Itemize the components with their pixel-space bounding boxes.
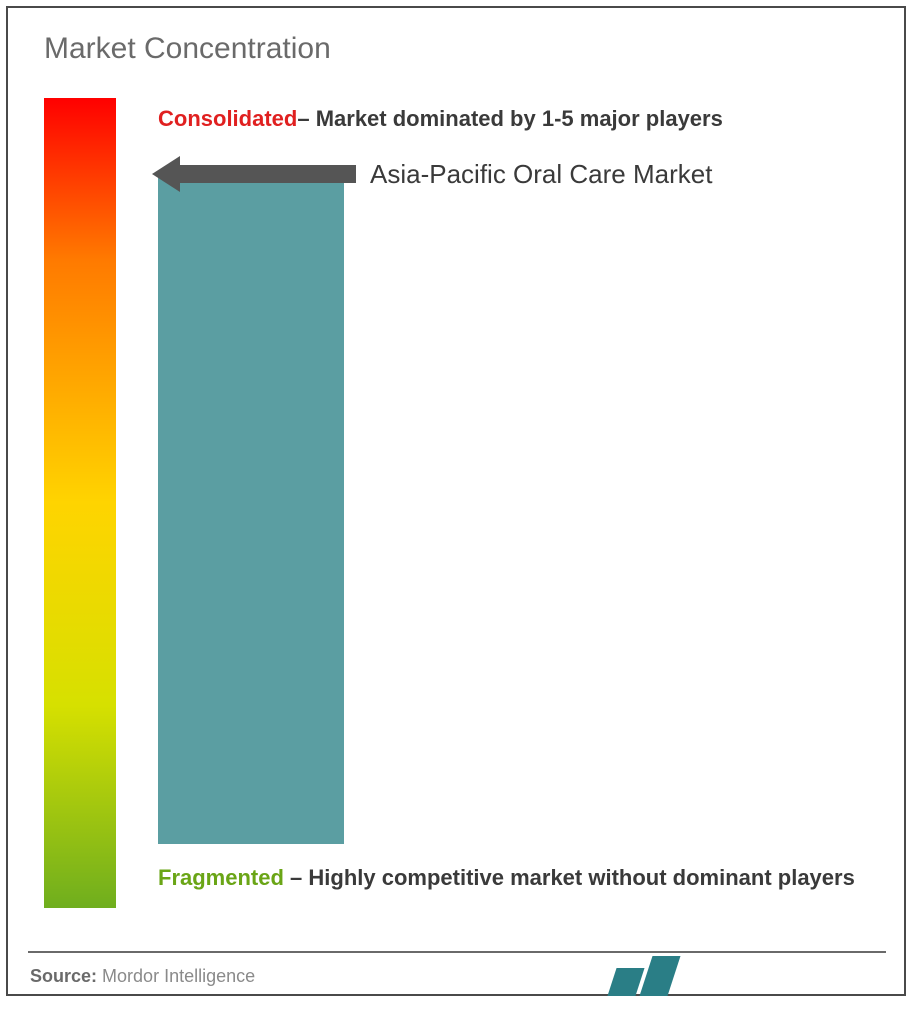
source-value: Mordor Intelligence <box>102 966 255 986</box>
chart-card: Market Concentration Consolidated– Marke… <box>6 6 906 996</box>
logo-shape-2 <box>640 956 681 996</box>
footer-divider <box>28 951 886 953</box>
source-attribution: Source: Mordor Intelligence <box>30 966 255 987</box>
concentration-gradient-bar <box>44 98 116 908</box>
consolidated-description: – Market dominated by 1-5 major players <box>297 106 723 131</box>
source-label: Source: <box>30 966 97 986</box>
fragmented-description: – Highly competitive market without domi… <box>284 865 855 890</box>
market-position-bar <box>158 174 344 844</box>
consolidated-label-line: Consolidated– Market dominated by 1-5 ma… <box>158 106 723 132</box>
brand-logo-icon <box>612 956 674 996</box>
fragmented-label: Fragmented <box>158 865 284 890</box>
market-marker: Asia-Pacific Oral Care Market <box>152 156 712 192</box>
market-name-label: Asia-Pacific Oral Care Market <box>370 159 712 190</box>
fragmented-label-line: Fragmented – Highly competitive market w… <box>158 856 858 900</box>
logo-shape-1 <box>607 968 644 996</box>
chart-title: Market Concentration <box>44 32 331 66</box>
consolidated-label: Consolidated <box>158 106 297 131</box>
arrow-left-icon <box>152 156 180 192</box>
arrow-shaft <box>180 165 356 183</box>
